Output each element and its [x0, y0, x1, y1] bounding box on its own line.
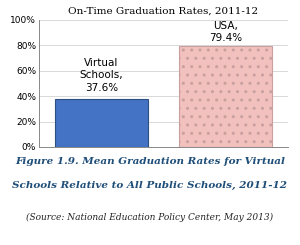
Text: USA,
79.4%: USA, 79.4% — [209, 21, 242, 43]
Text: Figure 1.9. Mean Graduation Rates for Virtual: Figure 1.9. Mean Graduation Rates for Vi… — [15, 157, 285, 166]
Bar — [179, 46, 272, 147]
Text: Schools Relative to All Public Schools, 2011-12: Schools Relative to All Public Schools, … — [13, 181, 287, 190]
Text: Virtual
Schools,
37.6%: Virtual Schools, 37.6% — [80, 58, 123, 93]
Title: On-Time Graduation Rates, 2011-12: On-Time Graduation Rates, 2011-12 — [68, 7, 259, 16]
Text: (Source: National Education Policy Center, May 2013): (Source: National Education Policy Cente… — [26, 213, 274, 222]
Bar — [55, 99, 148, 147]
